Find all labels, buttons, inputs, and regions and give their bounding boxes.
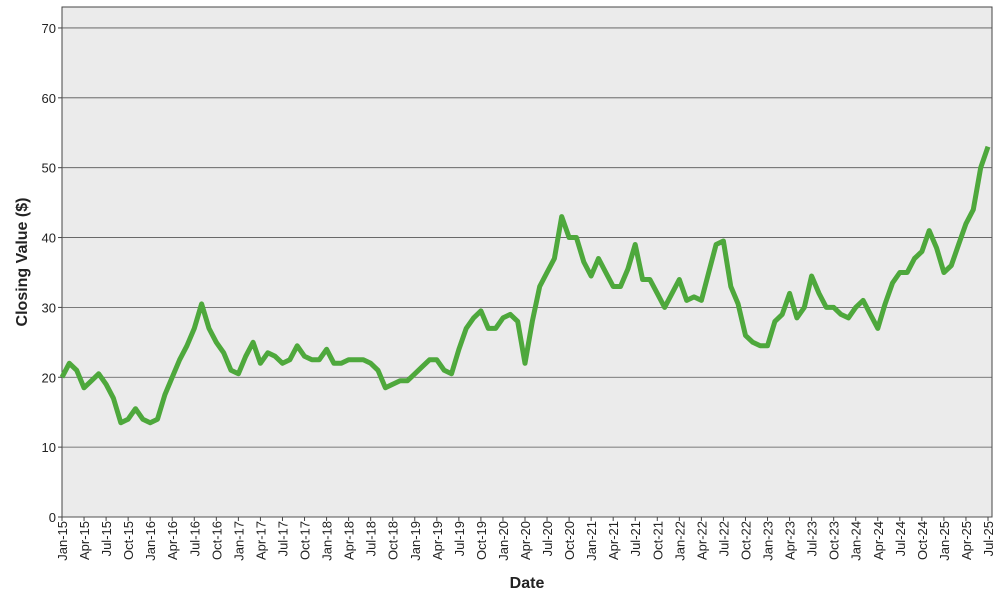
x-tick-label: Jan-24 [849,521,864,561]
x-tick-label: Apr-18 [342,521,357,560]
x-tick-label: Jul-23 [805,521,820,556]
x-tick-label: Jul-15 [99,521,114,556]
y-tick-label: 50 [42,161,56,176]
data-line [59,145,991,426]
x-tick-label: Oct-24 [915,521,930,560]
y-tick-label: 20 [42,370,56,385]
y-tick-label: 60 [42,91,56,106]
x-tick-label: Jul-18 [364,521,379,556]
x-tick-label: Jul-25 [981,521,996,556]
y-axis-label: Closing Value ($) [14,198,31,327]
x-tick-label: Apr-19 [430,521,445,560]
x-tick-label: Apr-20 [518,521,533,560]
x-tick-label: Jul-20 [540,521,555,556]
x-tick-label: Jan-15 [55,521,70,561]
x-tick-label: Jul-22 [716,521,731,556]
x-tick-label: Apr-23 [783,521,798,560]
y-tick-label: 0 [49,510,56,525]
x-tick-label: Jul-24 [893,521,908,556]
x-tick-label: Jan-18 [320,521,335,561]
x-tick-label: Apr-22 [694,521,709,560]
y-tick-label: 70 [42,21,56,36]
x-tick-label: Jan-20 [496,521,511,561]
x-tick-label: Oct-21 [650,521,665,560]
x-tick-label: Jan-22 [672,521,687,561]
x-tick-label: Oct-16 [209,521,224,560]
x-tick-label: Oct-23 [827,521,842,560]
x-tick-label: Oct-20 [562,521,577,560]
x-tick-label: Jan-21 [584,521,599,561]
x-tick-label: Oct-15 [121,521,136,560]
x-tick-label: Jul-21 [628,521,643,556]
plot-area [61,6,993,518]
x-tick-label: Jul-16 [187,521,202,556]
x-tick-label: Apr-24 [871,521,886,560]
x-tick-label: Oct-18 [386,521,401,560]
y-tick-label: 10 [42,440,56,455]
x-tick-label: Jan-17 [231,521,246,561]
x-tick-label: Jul-19 [452,521,467,556]
x-tick-label: Apr-21 [606,521,621,560]
x-tick-label: Apr-25 [959,521,974,560]
x-tick-label: Oct-17 [298,521,313,560]
y-tick-label: 40 [42,231,56,246]
x-axis-label: Date [510,575,545,592]
x-tick-label: Apr-16 [165,521,180,560]
x-tick-label: Jan-19 [408,521,423,561]
x-tick-label: Jan-16 [143,521,158,561]
y-tick-label: 30 [42,300,56,315]
x-tick-label: Oct-19 [474,521,489,560]
x-tick-label: Oct-22 [738,521,753,560]
x-tick-label: Apr-15 [77,521,92,560]
x-tick-label: Jan-25 [937,521,952,561]
x-tick-label: Jul-17 [275,521,290,556]
x-tick-label: Apr-17 [253,521,268,560]
x-tick-label: Jan-23 [761,521,776,561]
